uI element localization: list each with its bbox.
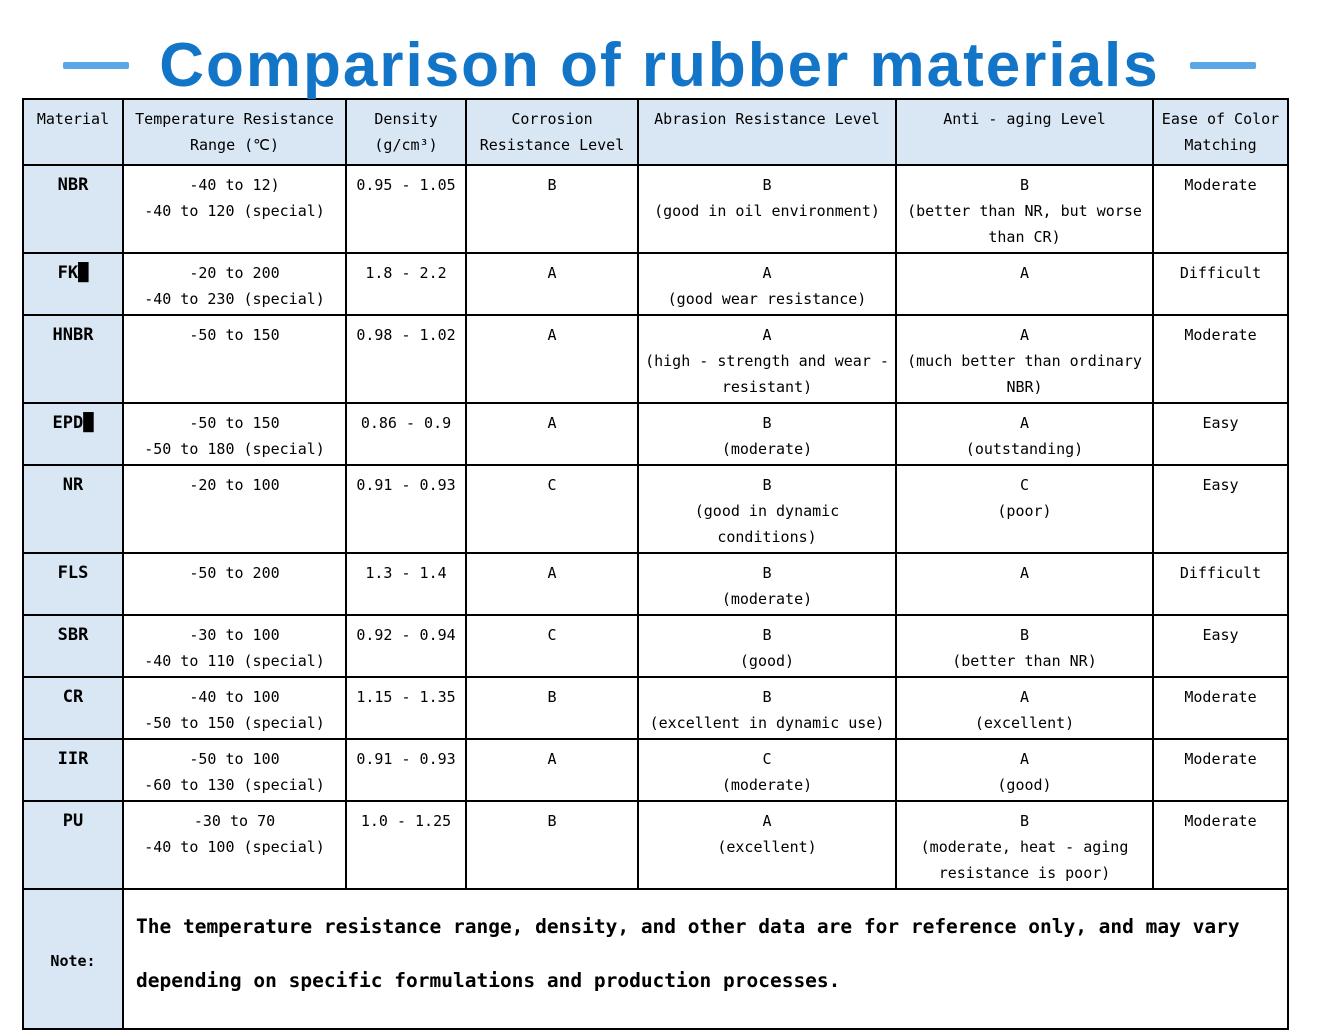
table-row-cr: CR -40 to 100 -50 to 150 (special) 1.15 … [22, 676, 1289, 740]
color-matching-cell: Moderate [1152, 164, 1289, 254]
temperature-cell: -50 to 100 -60 to 130 (special) [122, 738, 347, 802]
page-title: Comparison of rubber materials [159, 30, 1160, 100]
corrosion-cell: B [465, 676, 639, 740]
material-cell: FK█ [22, 252, 124, 316]
color-matching-cell: Difficult [1152, 252, 1289, 316]
material-cell: NR [22, 464, 124, 554]
material-cell: NBR [22, 164, 124, 254]
material-cell: FLS [22, 552, 124, 616]
corrosion-cell: C [465, 464, 639, 554]
temperature-cell: -50 to 150 -50 to 180 (special) [122, 402, 347, 466]
density-cell: 1.8 - 2.2 [345, 252, 467, 316]
density-cell: 0.91 - 0.93 [345, 738, 467, 802]
table-row-iir: IIR -50 to 100 -60 to 130 (special) 0.91… [22, 738, 1289, 802]
corrosion-cell: A [465, 552, 639, 616]
temperature-cell: -50 to 150 [122, 314, 347, 404]
density-cell: 1.0 - 1.25 [345, 800, 467, 890]
aging-cell: B (better than NR) [895, 614, 1154, 678]
color-matching-cell: Moderate [1152, 676, 1289, 740]
corrosion-cell: A [465, 402, 639, 466]
abrasion-cell: B (moderate) [637, 552, 897, 616]
material-cell: PU [22, 800, 124, 890]
table-row-nbr: NBR -40 to 12) -40 to 120 (special) 0.95… [22, 164, 1289, 254]
title-dash-left-icon [63, 61, 130, 69]
table-row-sbr: SBR -30 to 100 -40 to 110 (special) 0.92… [22, 614, 1289, 678]
abrasion-cell: B (moderate) [637, 402, 897, 466]
header-corrosion-resistance: Corrosion Resistance Level [465, 98, 639, 166]
aging-cell: A [895, 252, 1154, 316]
header-material: Material [22, 98, 124, 166]
table-row-pu: PU -30 to 70 -40 to 100 (special) 1.0 - … [22, 800, 1289, 890]
material-cell: SBR [22, 614, 124, 678]
temperature-cell: -40 to 12) -40 to 120 (special) [122, 164, 347, 254]
table-header-row: Material Temperature Resistance Range (℃… [22, 98, 1289, 166]
aging-cell: A (much better than ordinary NBR) [895, 314, 1154, 404]
aging-cell: C (poor) [895, 464, 1154, 554]
abrasion-cell: A (high - strength and wear - resistant) [637, 314, 897, 404]
title-dash-right-icon [1189, 61, 1256, 69]
material-cell: EPD█ [22, 402, 124, 466]
note-text: The temperature resistance range, densit… [122, 888, 1289, 1030]
material-cell: IIR [22, 738, 124, 802]
density-cell: 1.15 - 1.35 [345, 676, 467, 740]
corrosion-cell: A [465, 738, 639, 802]
header-temperature-range: Temperature Resistance Range (℃) [122, 98, 347, 166]
color-matching-cell: Easy [1152, 464, 1289, 554]
abrasion-cell: A (excellent) [637, 800, 897, 890]
corrosion-cell: A [465, 314, 639, 404]
header-density: Density (g/cm³) [345, 98, 467, 166]
corrosion-cell: A [465, 252, 639, 316]
rubber-comparison-table: Material Temperature Resistance Range (℃… [22, 98, 1289, 1030]
aging-cell: A (good) [895, 738, 1154, 802]
aging-cell: A (excellent) [895, 676, 1154, 740]
table-row-nr: NR -20 to 100 0.91 - 0.93 C B (good in d… [22, 464, 1289, 554]
temperature-cell: -30 to 70 -40 to 100 (special) [122, 800, 347, 890]
abrasion-cell: A (good wear resistance) [637, 252, 897, 316]
abrasion-cell: C (moderate) [637, 738, 897, 802]
temperature-cell: -20 to 200 -40 to 230 (special) [122, 252, 347, 316]
corrosion-cell: C [465, 614, 639, 678]
table-row-fkm: FK█ -20 to 200 -40 to 230 (special) 1.8 … [22, 252, 1289, 316]
aging-cell: B (moderate, heat - aging resistance is … [895, 800, 1154, 890]
table-row-hnbr: HNBR -50 to 150 0.98 - 1.02 A A (high - … [22, 314, 1289, 404]
header-color-matching: Ease of Color Matching [1152, 98, 1289, 166]
abrasion-cell: B (excellent in dynamic use) [637, 676, 897, 740]
table-row-epdm: EPD█ -50 to 150 -50 to 180 (special) 0.8… [22, 402, 1289, 466]
header-anti-aging: Anti - aging Level [895, 98, 1154, 166]
title-bar: Comparison of rubber materials [0, 0, 1319, 100]
density-cell: 0.95 - 1.05 [345, 164, 467, 254]
table-row-note: Note: The temperature resistance range, … [22, 888, 1289, 1030]
aging-cell: A [895, 552, 1154, 616]
abrasion-cell: B (good in dynamic conditions) [637, 464, 897, 554]
corrosion-cell: B [465, 800, 639, 890]
color-matching-cell: Moderate [1152, 314, 1289, 404]
material-cell: CR [22, 676, 124, 740]
material-cell: HNBR [22, 314, 124, 404]
density-cell: 0.98 - 1.02 [345, 314, 467, 404]
header-abrasion-resistance: Abrasion Resistance Level [637, 98, 897, 166]
abrasion-cell: B (good in oil environment) [637, 164, 897, 254]
color-matching-cell: Difficult [1152, 552, 1289, 616]
aging-cell: B (better than NR, but worse than CR) [895, 164, 1154, 254]
color-matching-cell: Moderate [1152, 738, 1289, 802]
temperature-cell: -40 to 100 -50 to 150 (special) [122, 676, 347, 740]
density-cell: 0.86 - 0.9 [345, 402, 467, 466]
temperature-cell: -20 to 100 [122, 464, 347, 554]
temperature-cell: -50 to 200 [122, 552, 347, 616]
density-cell: 0.92 - 0.94 [345, 614, 467, 678]
temperature-cell: -30 to 100 -40 to 110 (special) [122, 614, 347, 678]
color-matching-cell: Easy [1152, 402, 1289, 466]
note-label: Note: [22, 888, 124, 1030]
color-matching-cell: Easy [1152, 614, 1289, 678]
color-matching-cell: Moderate [1152, 800, 1289, 890]
abrasion-cell: B (good) [637, 614, 897, 678]
density-cell: 1.3 - 1.4 [345, 552, 467, 616]
table-row-fls: FLS -50 to 200 1.3 - 1.4 A B (moderate) … [22, 552, 1289, 616]
corrosion-cell: B [465, 164, 639, 254]
aging-cell: A (outstanding) [895, 402, 1154, 466]
density-cell: 0.91 - 0.93 [345, 464, 467, 554]
